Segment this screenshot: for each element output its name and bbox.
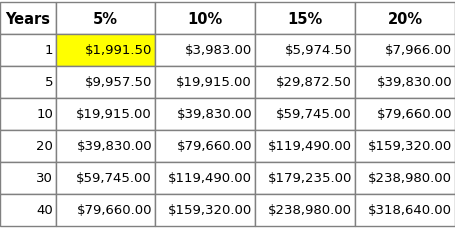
Text: $39,830.00: $39,830.00 bbox=[376, 76, 452, 89]
Text: $19,915.00: $19,915.00 bbox=[76, 108, 152, 121]
Text: $9,957.50: $9,957.50 bbox=[85, 76, 152, 89]
Text: $238,980.00: $238,980.00 bbox=[268, 204, 352, 217]
Text: 20%: 20% bbox=[388, 11, 423, 26]
Bar bbox=[255, 35, 355, 67]
Bar bbox=[155, 67, 255, 98]
Text: $39,830.00: $39,830.00 bbox=[76, 140, 152, 153]
Text: $79,660.00: $79,660.00 bbox=[76, 204, 152, 217]
Bar bbox=[155, 162, 255, 194]
Text: $179,235.00: $179,235.00 bbox=[268, 172, 352, 185]
Bar bbox=[56, 98, 155, 131]
Bar bbox=[56, 3, 155, 35]
Bar bbox=[355, 67, 455, 98]
Text: 40: 40 bbox=[36, 204, 53, 217]
Bar bbox=[255, 131, 355, 162]
Text: $159,320.00: $159,320.00 bbox=[168, 204, 252, 217]
Bar bbox=[56, 162, 155, 194]
Bar bbox=[155, 3, 255, 35]
Bar bbox=[56, 35, 155, 67]
Bar bbox=[355, 3, 455, 35]
Text: $7,966.00: $7,966.00 bbox=[385, 44, 452, 57]
Bar bbox=[56, 194, 155, 226]
Text: $59,745.00: $59,745.00 bbox=[76, 172, 152, 185]
Text: 10%: 10% bbox=[187, 11, 222, 26]
Text: $29,872.50: $29,872.50 bbox=[276, 76, 352, 89]
Text: 5: 5 bbox=[45, 76, 53, 89]
Bar bbox=[155, 131, 255, 162]
Bar bbox=[355, 98, 455, 131]
Text: 15%: 15% bbox=[288, 11, 323, 26]
Bar bbox=[255, 194, 355, 226]
Text: 20: 20 bbox=[36, 140, 53, 153]
Text: $1,991.50: $1,991.50 bbox=[85, 44, 152, 57]
Bar bbox=[0, 35, 56, 67]
Text: $119,490.00: $119,490.00 bbox=[268, 140, 352, 153]
Bar bbox=[56, 131, 155, 162]
Text: 10: 10 bbox=[36, 108, 53, 121]
Bar bbox=[155, 98, 255, 131]
Text: $5,974.50: $5,974.50 bbox=[285, 44, 352, 57]
Bar bbox=[255, 67, 355, 98]
Bar bbox=[0, 194, 56, 226]
Text: $59,745.00: $59,745.00 bbox=[276, 108, 352, 121]
Text: 5%: 5% bbox=[93, 11, 118, 26]
Bar bbox=[255, 98, 355, 131]
Bar bbox=[255, 162, 355, 194]
Bar bbox=[0, 3, 56, 35]
Text: $39,830.00: $39,830.00 bbox=[177, 108, 252, 121]
Bar bbox=[56, 67, 155, 98]
Text: $3,983.00: $3,983.00 bbox=[185, 44, 252, 57]
Text: $159,320.00: $159,320.00 bbox=[368, 140, 452, 153]
Text: 1: 1 bbox=[45, 44, 53, 57]
Bar bbox=[0, 131, 56, 162]
Text: $79,660.00: $79,660.00 bbox=[177, 140, 252, 153]
Text: $318,640.00: $318,640.00 bbox=[368, 204, 452, 217]
Bar bbox=[355, 131, 455, 162]
Text: 30: 30 bbox=[36, 172, 53, 185]
Text: $79,660.00: $79,660.00 bbox=[376, 108, 452, 121]
Bar bbox=[355, 162, 455, 194]
Bar bbox=[255, 3, 355, 35]
Bar bbox=[155, 35, 255, 67]
Text: Years: Years bbox=[5, 11, 51, 26]
Bar bbox=[0, 67, 56, 98]
Text: $238,980.00: $238,980.00 bbox=[368, 172, 452, 185]
Text: $19,915.00: $19,915.00 bbox=[176, 76, 252, 89]
Bar bbox=[155, 194, 255, 226]
Bar bbox=[355, 194, 455, 226]
Text: $119,490.00: $119,490.00 bbox=[168, 172, 252, 185]
Bar bbox=[0, 98, 56, 131]
Bar bbox=[355, 35, 455, 67]
Bar bbox=[0, 162, 56, 194]
